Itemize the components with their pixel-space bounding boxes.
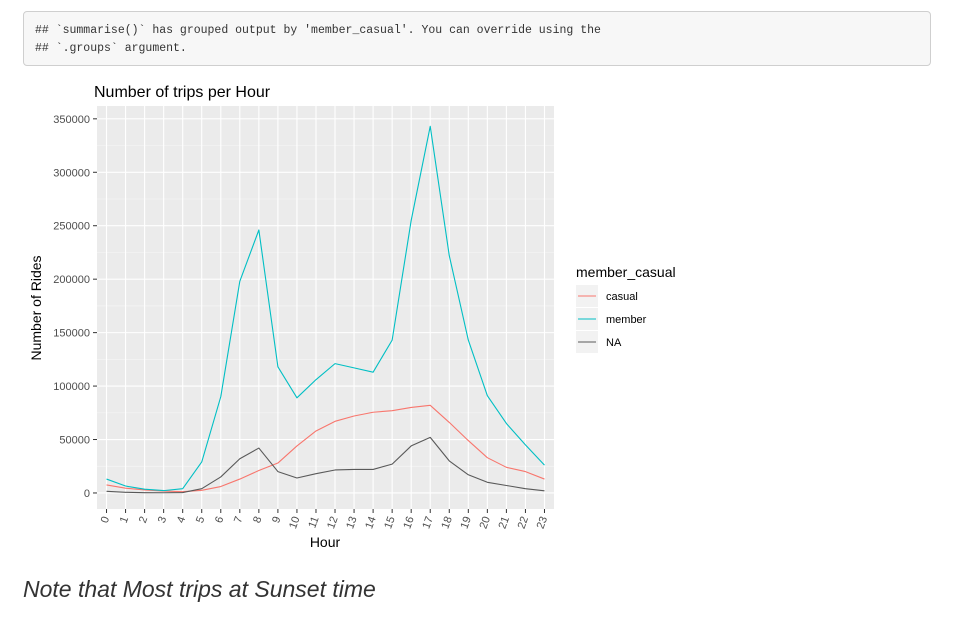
- series-line-na: [106, 436, 545, 494]
- code-output-line: ## `summarise()` has grouped output by '…: [35, 24, 601, 37]
- y-tick-label: 250000: [53, 221, 90, 233]
- note-text: Note that Most trips at Sunset time: [23, 576, 376, 602]
- x-tick-label: 3: [156, 515, 169, 525]
- x-tick-label: 18: [439, 515, 454, 531]
- x-tick-label: 4: [175, 515, 188, 525]
- legend: member_casual casual member NA: [576, 264, 676, 353]
- x-axis-title: Hour: [310, 534, 341, 550]
- x-tick-label: 7: [232, 515, 245, 525]
- y-tick-label: 50000: [59, 435, 90, 447]
- plot-panel: [97, 106, 554, 509]
- legend-title: member_casual: [576, 264, 676, 280]
- y-tick-label: 0: [84, 488, 90, 500]
- legend-label: casual: [606, 291, 638, 303]
- x-tick-label: 5: [194, 515, 207, 525]
- chart-title: Number of trips per Hour: [94, 84, 271, 101]
- x-tick-label: 10: [287, 515, 302, 531]
- x-tick-label: 16: [401, 515, 416, 531]
- grid-major: [97, 106, 554, 509]
- y-tick-label: 200000: [53, 274, 90, 286]
- trips-per-hour-chart: Number of trips per Hour 050000100000150…: [28, 84, 676, 550]
- x-tick-label: 21: [497, 515, 512, 531]
- y-tick-label: 150000: [53, 328, 90, 340]
- x-tick-label: 13: [344, 515, 359, 531]
- x-tick-label: 15: [382, 515, 397, 531]
- x-tick-label: 9: [270, 515, 283, 525]
- x-axis: 0 1 2 3 4 5 6 7 8 9 10 11 12 13 14 15 16 17 18 19 20 21 22 23: [99, 509, 550, 531]
- series-line-casual: [106, 404, 545, 493]
- x-tick-label: 20: [478, 515, 493, 531]
- x-tick-label: 19: [458, 515, 473, 531]
- y-tick-label: 350000: [53, 114, 90, 126]
- x-tick-label: 1: [118, 515, 131, 525]
- y-axis-title: Number of Rides: [28, 255, 44, 360]
- legend-label: member: [606, 314, 647, 326]
- series-line-member: [106, 125, 545, 492]
- x-tick-label: 11: [306, 515, 321, 530]
- series-lines: [106, 125, 545, 494]
- x-tick-label: 23: [535, 515, 550, 531]
- x-tick-label: 6: [213, 515, 226, 525]
- grid-minor: [97, 145, 554, 467]
- code-output-block: ## `summarise()` has grouped output by '…: [23, 11, 931, 66]
- x-tick-label: 17: [420, 515, 435, 531]
- x-tick-label: 22: [516, 515, 531, 531]
- y-tick-label: 300000: [53, 167, 90, 179]
- y-axis: 0 50000 100000 150000 200000 250000 300000 3500…: [53, 114, 97, 500]
- y-tick-label: 100000: [53, 381, 90, 393]
- x-tick-label: 8: [251, 515, 264, 525]
- x-tick-label: 2: [137, 515, 150, 525]
- code-output-line: ## `.groups` argument.: [35, 42, 187, 55]
- x-tick-label: 0: [99, 515, 112, 525]
- x-tick-label: 12: [325, 515, 340, 531]
- x-tick-label: 14: [363, 515, 378, 531]
- legend-label: NA: [606, 337, 622, 349]
